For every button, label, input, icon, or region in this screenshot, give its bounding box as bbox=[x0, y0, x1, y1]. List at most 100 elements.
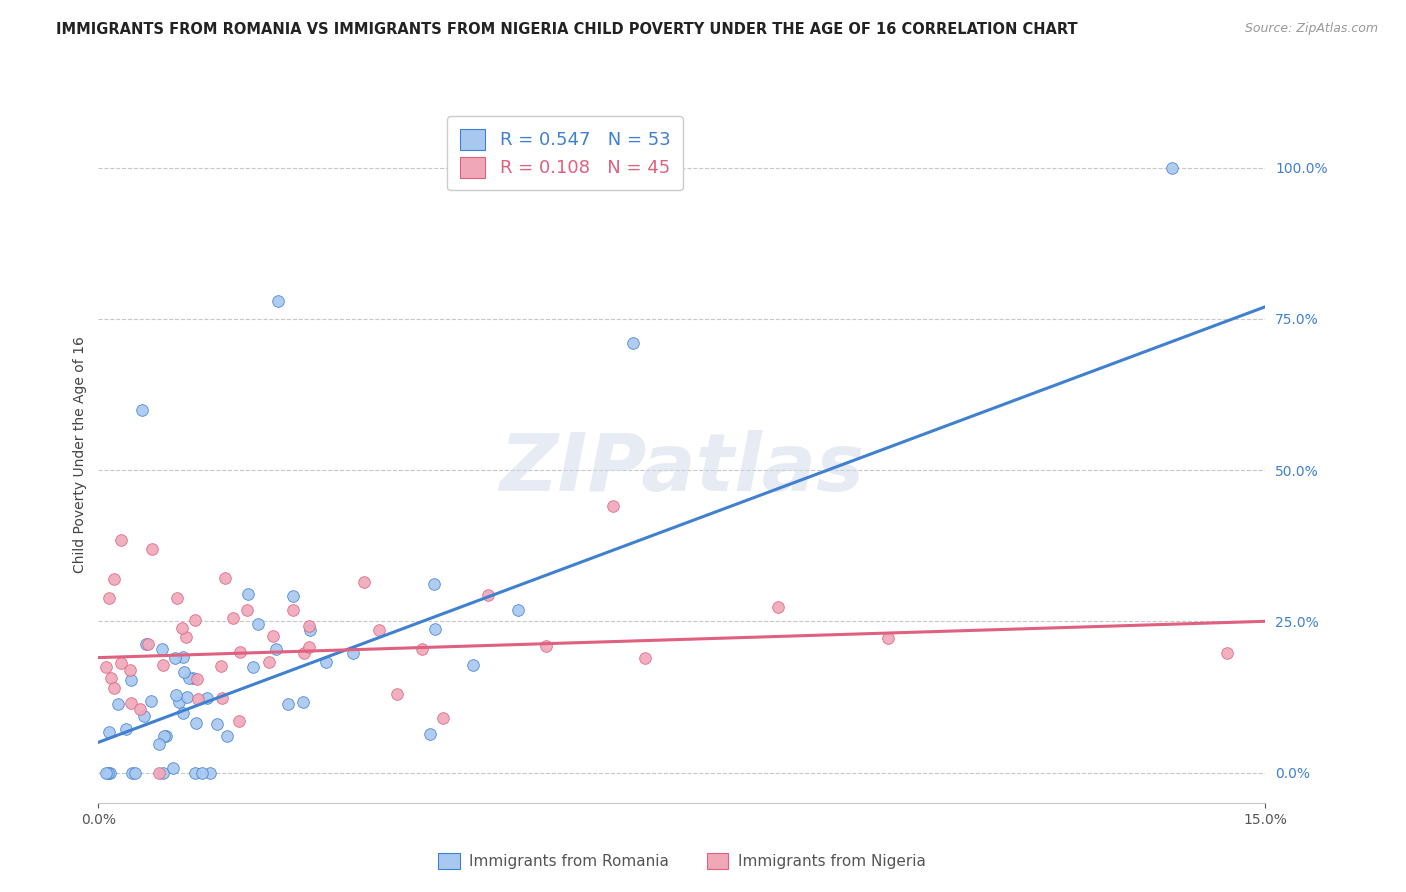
Point bbox=[187, 691, 209, 706]
Point bbox=[186, 673, 208, 687]
Point bbox=[132, 708, 155, 723]
Point bbox=[766, 599, 789, 614]
Point bbox=[367, 623, 389, 637]
Point bbox=[292, 694, 315, 708]
Point bbox=[297, 640, 319, 655]
Point bbox=[98, 765, 121, 780]
Point bbox=[423, 622, 446, 636]
Point bbox=[129, 701, 152, 715]
Point bbox=[423, 577, 446, 591]
Point bbox=[184, 765, 207, 780]
Point bbox=[184, 715, 207, 730]
Point bbox=[262, 629, 284, 643]
Point bbox=[165, 688, 187, 702]
Point bbox=[315, 655, 337, 669]
Point bbox=[235, 603, 257, 617]
Text: ZIPatlas: ZIPatlas bbox=[499, 430, 865, 508]
Text: IMMIGRANTS FROM ROMANIA VS IMMIGRANTS FROM NIGERIA CHILD POVERTY UNDER THE AGE O: IMMIGRANTS FROM ROMANIA VS IMMIGRANTS FR… bbox=[56, 22, 1078, 37]
Point bbox=[152, 765, 174, 780]
Point bbox=[110, 533, 132, 547]
Point bbox=[174, 630, 197, 644]
Point bbox=[536, 639, 558, 653]
Point bbox=[172, 706, 194, 720]
Point bbox=[103, 681, 125, 695]
Text: Source: ZipAtlas.com: Source: ZipAtlas.com bbox=[1244, 22, 1378, 36]
Point bbox=[292, 646, 315, 660]
Point bbox=[120, 673, 142, 687]
Point bbox=[155, 730, 177, 744]
Point bbox=[96, 765, 118, 780]
Point bbox=[281, 589, 304, 603]
Point bbox=[97, 724, 120, 739]
Point bbox=[124, 765, 146, 780]
Point bbox=[1161, 161, 1184, 175]
Point bbox=[173, 665, 195, 679]
Point bbox=[96, 660, 118, 674]
Point bbox=[148, 765, 170, 780]
Point bbox=[198, 765, 221, 780]
Point bbox=[181, 671, 204, 685]
Point bbox=[191, 765, 214, 780]
Point bbox=[152, 658, 174, 673]
Point bbox=[100, 671, 122, 685]
Point bbox=[152, 729, 174, 743]
Point bbox=[150, 642, 173, 657]
Legend: Immigrants from Romania, Immigrants from Nigeria: Immigrants from Romania, Immigrants from… bbox=[432, 847, 932, 875]
Point bbox=[246, 616, 269, 631]
Point bbox=[176, 690, 198, 704]
Point bbox=[115, 722, 138, 736]
Point bbox=[281, 603, 304, 617]
Point bbox=[170, 620, 193, 634]
Point bbox=[342, 646, 364, 660]
Point bbox=[353, 575, 375, 590]
Point bbox=[228, 714, 250, 729]
Point bbox=[179, 671, 201, 685]
Point bbox=[141, 693, 163, 707]
Point bbox=[97, 765, 120, 780]
Point bbox=[277, 697, 299, 711]
Point bbox=[1215, 646, 1237, 660]
Point bbox=[299, 623, 322, 637]
Point bbox=[419, 727, 441, 741]
Point bbox=[621, 336, 644, 351]
Point bbox=[215, 729, 238, 743]
Point bbox=[877, 631, 900, 645]
Point bbox=[602, 500, 624, 514]
Point bbox=[103, 572, 125, 586]
Point bbox=[508, 603, 530, 617]
Point bbox=[267, 293, 290, 308]
Point bbox=[148, 737, 170, 751]
Point bbox=[211, 690, 233, 705]
Point bbox=[266, 641, 288, 656]
Point bbox=[167, 695, 190, 709]
Point bbox=[110, 656, 132, 670]
Point bbox=[214, 571, 236, 585]
Point bbox=[166, 591, 188, 606]
Point bbox=[141, 541, 163, 556]
Point bbox=[136, 637, 159, 651]
Point bbox=[298, 618, 321, 632]
Point bbox=[257, 655, 280, 669]
Point bbox=[172, 649, 194, 664]
Point bbox=[209, 658, 232, 673]
Y-axis label: Child Poverty Under the Age of 16: Child Poverty Under the Age of 16 bbox=[73, 336, 87, 574]
Point bbox=[184, 613, 207, 627]
Point bbox=[385, 687, 408, 701]
Point bbox=[107, 698, 129, 712]
Point bbox=[634, 650, 657, 665]
Point bbox=[222, 611, 245, 625]
Point bbox=[238, 586, 260, 600]
Point bbox=[229, 645, 252, 659]
Point bbox=[131, 402, 153, 417]
Point bbox=[98, 591, 121, 606]
Point bbox=[411, 642, 433, 657]
Point bbox=[120, 696, 142, 710]
Point bbox=[463, 658, 485, 673]
Point bbox=[135, 637, 157, 651]
Point bbox=[207, 717, 229, 731]
Point bbox=[242, 660, 264, 674]
Point bbox=[118, 663, 141, 677]
Point bbox=[195, 691, 218, 706]
Point bbox=[432, 711, 454, 725]
Point bbox=[121, 765, 143, 780]
